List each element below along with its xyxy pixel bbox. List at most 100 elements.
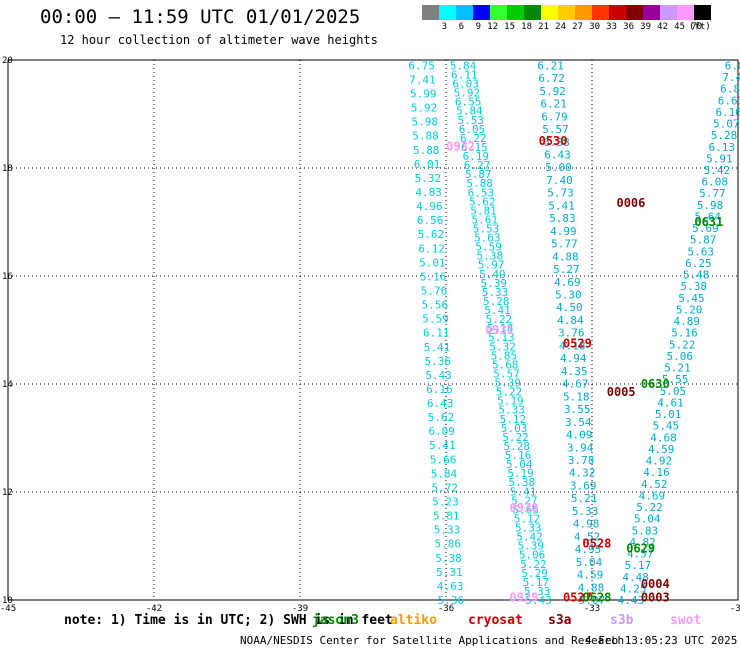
wave-height-value: 6.25 — [685, 257, 712, 270]
wave-height-value: 5.66 — [430, 453, 457, 466]
wave-height-value: 4.48 — [622, 571, 649, 584]
pass-time-label: 0006 — [616, 196, 645, 210]
pass-time-label: 0929 — [509, 590, 538, 604]
wave-height-value: 5.99 — [410, 88, 437, 101]
wave-height-value: 6.21 — [540, 98, 567, 111]
wave-height-value: 4.50 — [556, 301, 583, 314]
colorbar-swatch — [456, 5, 473, 20]
wave-height-value: 5.39 — [518, 540, 545, 553]
wave-height-value: 4.94 — [560, 352, 587, 365]
wave-height-value: 5.59 — [475, 241, 502, 254]
wave-height-value: 5.39 — [495, 377, 522, 390]
wave-height-value: 5.38 — [435, 552, 462, 565]
wave-height-value: 5.12 — [500, 413, 527, 426]
colorbar-swatch — [422, 5, 439, 20]
wave-height-value: 5.21 — [571, 492, 598, 505]
colorbar-label: 15 — [504, 22, 515, 32]
pass-time-label: 0529 — [563, 337, 592, 351]
generated-timestamp: 4 Feb 13:05:23 UTC 2025 — [585, 634, 738, 647]
wave-height-value: 6.19 — [463, 150, 490, 163]
legend-swot: swot — [670, 613, 702, 628]
y-tick-label: 12 — [2, 488, 13, 498]
wave-height-value: 4.82 — [629, 536, 656, 549]
wave-height-value: 5.06 — [667, 350, 694, 363]
colorbar-swatch — [609, 5, 626, 20]
wave-height-value: 5.62 — [469, 195, 496, 208]
wave-height-value: 5.48 — [683, 269, 710, 282]
wave-height-value: 5.41 — [429, 439, 456, 452]
wave-height-value: 5.33 — [572, 505, 599, 518]
pass-time-label: 0629 — [626, 542, 655, 556]
wave-height-value: 5.30 — [555, 289, 582, 302]
wave-height-value: 5.84 — [456, 105, 483, 118]
wave-height-value: 5.38 — [509, 476, 536, 489]
wave-height-value: 5.88 — [412, 130, 439, 143]
wave-height-value: 5.31 — [436, 566, 463, 579]
wave-height-value: 6.63 — [718, 94, 740, 107]
x-tick-label: -45 — [0, 604, 16, 614]
wave-height-value: 5.56 — [421, 299, 448, 312]
pass-time-label: 0628 — [582, 590, 611, 604]
wave-height-value: 6.38 — [543, 136, 570, 149]
wave-height-value: 4.83 — [415, 186, 442, 199]
legend-jason3: jason3 — [312, 613, 359, 628]
colorbar-label: 27 — [572, 22, 583, 32]
wave-height-value: 6.84 — [725, 59, 740, 72]
wave-height-value: 5.22 — [669, 338, 696, 351]
wave-height-value: 4.95 — [575, 543, 602, 556]
wave-height-value: 5.33 — [498, 404, 525, 417]
wave-height-value: 6.55 — [455, 96, 482, 109]
colorbar-units: (ft) — [689, 22, 711, 32]
wave-height-value: 5.36 — [438, 594, 465, 607]
wave-height-value: 5.16 — [671, 327, 698, 340]
wave-height-value: 5.61 — [472, 213, 499, 226]
wave-height-value: 5.97 — [478, 259, 505, 272]
wave-height-value: 6.43 — [427, 397, 454, 410]
plot-frame — [7, 59, 739, 601]
wave-height-value: 5.32 — [415, 172, 442, 185]
wave-height-value: 5.03 — [501, 422, 528, 435]
wave-height-value: 5.18 — [487, 322, 514, 335]
wave-height-value: 6.11 — [423, 327, 450, 340]
wave-height-value: 6.27 — [464, 159, 491, 172]
wave-height-value: 5.83 — [632, 524, 659, 537]
pass-time-label: 0530 — [539, 134, 568, 148]
page-title: 00:00 — 11:59 UTC 01/01/2025 — [40, 6, 361, 28]
colorbar-swatch — [507, 5, 524, 20]
wave-height-value: 7.40 — [546, 174, 573, 187]
colorbar-swatch — [677, 5, 694, 20]
wave-height-value: 5.41 — [424, 341, 451, 354]
wave-height-value: 6.22 — [460, 132, 487, 145]
wave-height-value: 5.20 — [676, 303, 703, 316]
wave-height-value: 5.65 — [512, 503, 539, 516]
wave-height-value: 6.53 — [468, 186, 495, 199]
wave-height-value: 4.18 — [559, 339, 586, 352]
y-tick-label: 10 — [2, 596, 13, 606]
wave-height-value: 5.85 — [491, 349, 518, 362]
wave-height-value: 5.41 — [548, 199, 575, 212]
wave-height-value: 5.59 — [422, 313, 449, 326]
wave-height-value: 5.53 — [473, 222, 500, 235]
colorbar-swatch — [558, 5, 575, 20]
wave-height-value: 5.12 — [514, 512, 541, 525]
wave-height-value: 5.62 — [418, 228, 445, 241]
pass-time-label: 0931 — [485, 323, 514, 337]
x-tick-label: -33 — [584, 604, 600, 614]
wave-height-value: 5.76 — [421, 284, 448, 297]
y-tick-label: 18 — [2, 164, 13, 174]
wave-height-value: 5.98 — [411, 116, 438, 129]
wave-height-value: 5.43 — [425, 369, 452, 382]
wave-height-value: 5.01 — [419, 256, 446, 269]
pass-time-label: 0004 — [641, 577, 670, 591]
wave-height-value: 6.72 — [538, 72, 565, 85]
wave-height-value: 6.11 — [451, 68, 478, 81]
wave-height-value: 5.43 — [525, 594, 552, 607]
colorbar-swatch — [541, 5, 558, 20]
wave-height-value: 5.83 — [549, 212, 576, 225]
wave-height-value: 4.68 — [650, 431, 677, 444]
wave-height-value: 5.84 — [431, 467, 458, 480]
wave-height-value: 3.69 — [570, 479, 597, 492]
wave-height-value: 5.29 — [521, 567, 548, 580]
wave-height-value: 6.81 — [720, 83, 740, 96]
wave-height-value: 4.32 — [569, 467, 596, 480]
